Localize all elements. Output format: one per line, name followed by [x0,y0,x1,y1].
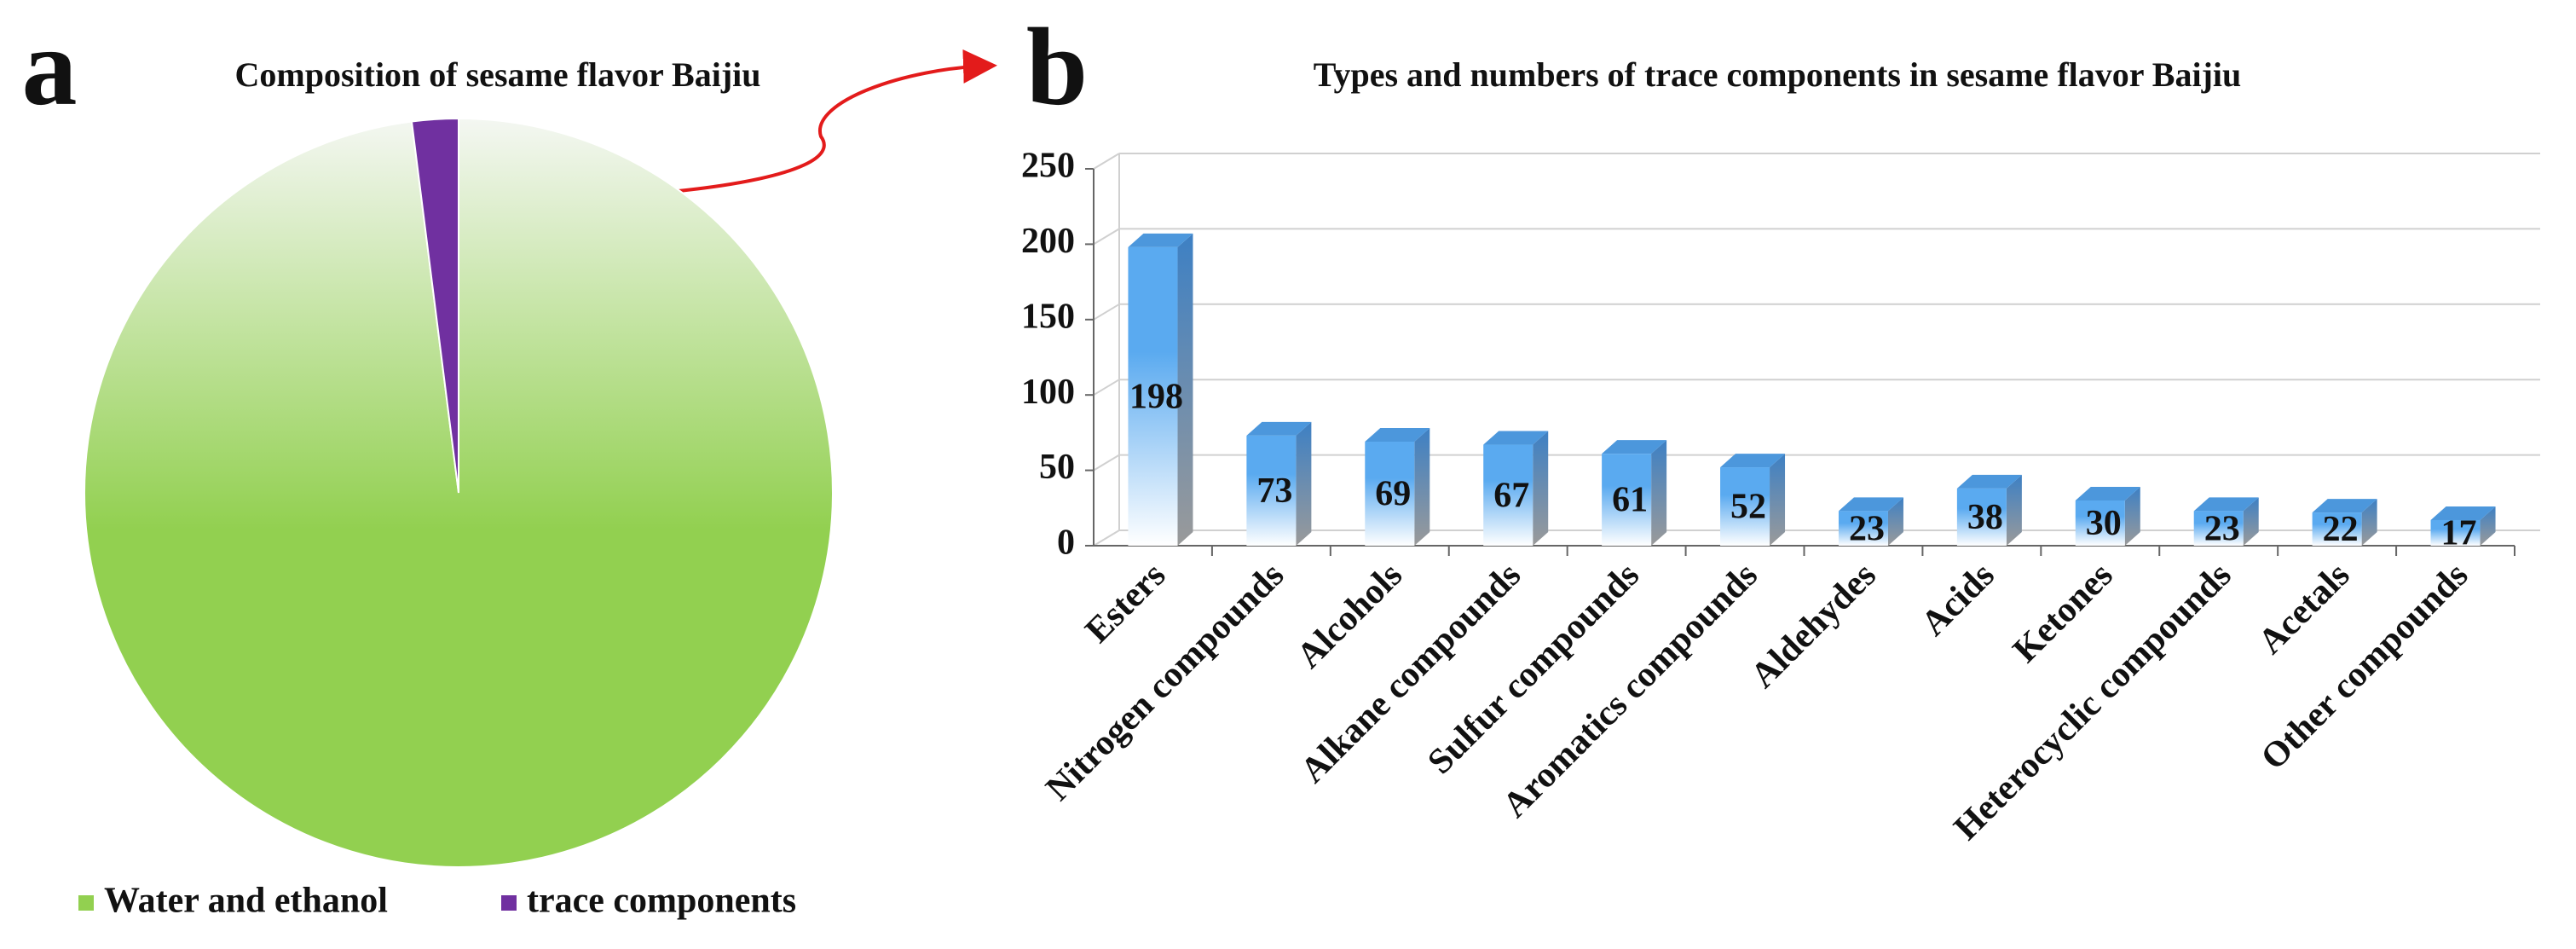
bar [1483,444,1533,546]
bar-side [1533,431,1549,546]
bar-side [2243,497,2259,546]
legend-swatch [501,895,517,911]
bar [1128,246,1178,546]
grid-line [1093,379,1120,396]
panel-label: b [1026,6,1088,129]
x-tick-label: Ketones [2006,555,2121,670]
bar [1956,488,2007,546]
bar-top [1246,421,1312,436]
bar-side [1296,421,1312,546]
x-tick-label: Nitrogen compounds [1038,555,1291,808]
x-tick-label: Alcohols [1290,555,1410,675]
bar [2430,519,2481,546]
bar-side [2006,474,2022,546]
bar-side [1177,233,1193,546]
value-label: 61 [1612,481,1648,520]
x-tick-label: Acetals [2251,555,2358,662]
bar-top [2430,506,2496,520]
bar-top [2075,486,2140,501]
legend-label: trace components [527,882,796,921]
value-label: 30 [2086,504,2122,543]
y-tick-label: 250 [1021,147,1075,186]
chart-title: Types and numbers of trace components in… [1314,55,2242,94]
bar [2075,500,2125,546]
x-tick-label: Sulfur compounds [1420,555,1647,782]
bar-top [2312,499,2377,513]
bar-top [1956,474,2022,489]
value-label: 22 [2323,510,2359,549]
pie-slice [410,117,459,494]
bar-side [1887,497,1903,546]
bar-side [2361,499,2377,546]
grid-line [1093,454,1120,472]
x-tick-label: Esters [1078,555,1174,651]
value-label: 17 [2441,514,2477,553]
x-tick-label: Acids [1914,555,2001,643]
bar [1838,511,1888,546]
bar-side [2124,486,2140,546]
y-tick-label: 200 [1021,222,1075,261]
bar-side [1414,428,1430,546]
y-tick-label: 0 [1057,524,1075,563]
bar-top [1483,431,1549,445]
bar [1720,467,1770,546]
legend-label: Water and ethanol [104,882,388,921]
panel-label: a [22,6,78,129]
bar [1365,442,1415,546]
y-tick-label: 100 [1021,373,1075,412]
bar-top [1838,497,1903,512]
value-label: 38 [1967,498,2003,537]
value-label: 52 [1730,488,1766,527]
value-label: 69 [1375,475,1411,514]
grid-line [1093,153,1120,170]
value-label: 198 [1129,378,1183,417]
x-tick-label: Aldehydes [1743,555,1884,696]
bar-top [1720,454,1786,468]
y-tick-label: 150 [1021,297,1075,336]
bar-top [2193,497,2259,512]
grid-line [1093,303,1120,321]
value-label: 73 [1256,472,1292,511]
grid-line [1093,529,1120,547]
chart-title: Composition of sesame flavor Baijiu [234,55,760,94]
bar-top [1365,428,1430,443]
x-tick-label: Alkane compounds [1293,555,1528,790]
bar-top [1602,440,1667,454]
bar [1602,454,1652,546]
bar [1246,435,1297,546]
x-tick-label: Other compounds [2254,555,2476,778]
value-label: 23 [1849,509,1885,548]
bar-side [1770,454,1786,546]
value-label: 67 [1493,476,1529,515]
value-label: 23 [2204,509,2240,548]
y-tick-label: 50 [1039,448,1075,487]
bar-top [1128,233,1193,247]
bar-side [2480,506,2496,546]
bar [2193,511,2244,546]
legend-swatch [78,895,94,911]
grid-line [1093,228,1120,246]
bar [2312,512,2362,546]
bar-side [1651,440,1667,546]
